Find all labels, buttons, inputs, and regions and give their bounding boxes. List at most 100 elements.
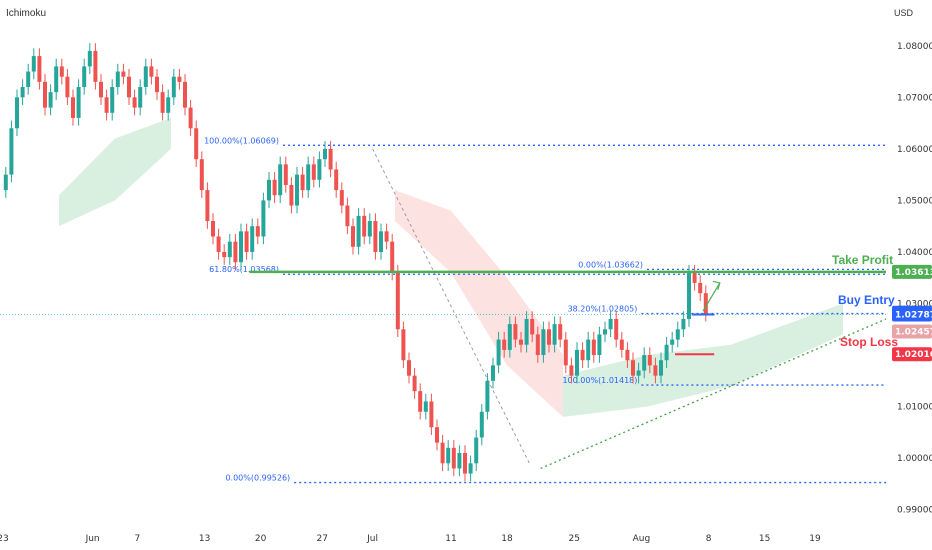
candle-body <box>608 318 613 330</box>
candle-body <box>502 339 507 350</box>
time-tick-label: 11 <box>445 534 456 544</box>
candle-body <box>149 66 154 77</box>
candle-body <box>65 76 70 98</box>
candle-body <box>451 447 456 469</box>
candle-body <box>283 164 288 185</box>
candle-body <box>524 318 529 345</box>
candle-body <box>563 339 568 366</box>
fibonacci-levels: 100.00%(1.06069) 61.80%(1.03568) 0.00%(0.9… <box>204 136 886 484</box>
candle-body <box>412 375 417 392</box>
candle-body <box>558 324 563 340</box>
price-tick-label: 1.07000 <box>897 93 932 103</box>
candle-body <box>675 329 680 340</box>
candle-body <box>250 226 255 252</box>
candle-body <box>440 442 445 464</box>
candle-body <box>446 447 451 464</box>
candle-body <box>183 81 187 108</box>
candle-body <box>631 360 635 376</box>
candle-body <box>323 148 327 160</box>
candle-body <box>272 179 277 196</box>
candle-body <box>20 87 25 98</box>
candle-body <box>267 179 271 201</box>
candle-body <box>379 231 383 252</box>
candle-body <box>395 272 400 330</box>
time-tick-label: 18 <box>501 534 513 544</box>
candle-body <box>233 241 238 263</box>
time-tick-label: 7 <box>135 534 141 544</box>
candlesticks <box>3 43 708 482</box>
candle-body <box>76 87 81 118</box>
time-tick-label: 8 <box>706 534 712 544</box>
candle-body <box>468 463 473 474</box>
candle-body <box>647 355 652 366</box>
fib-label: 38.20%(1.02805) <box>568 305 638 314</box>
candle-body <box>547 329 551 345</box>
buy-entry-tag <box>892 307 932 322</box>
candle-body <box>479 411 484 438</box>
time-tick-label: 19 <box>809 534 821 544</box>
candle-body <box>48 92 53 108</box>
take-profit-tag-text: 1.03613 <box>895 268 932 278</box>
candle-body <box>418 391 423 412</box>
candle-body <box>166 97 171 113</box>
candle-body <box>115 71 120 88</box>
candle-body <box>619 339 624 350</box>
candle-body <box>26 71 31 88</box>
candle-body <box>401 329 406 361</box>
candle-body <box>659 360 663 376</box>
candle-body <box>160 92 165 113</box>
candle-body <box>642 355 647 371</box>
time-tick-label: 27 <box>316 534 327 544</box>
candle-body <box>698 282 703 294</box>
price-axis: 1.08000 1.07000 1.06000 1.05000 1.04000 1.030… <box>892 42 932 516</box>
candle-body <box>636 370 641 376</box>
time-tick-label: Aug <box>633 534 651 544</box>
price-tick-label: 1.06000 <box>897 145 932 155</box>
candle-body <box>591 339 596 356</box>
candle-body <box>496 339 501 366</box>
candle-body <box>687 272 691 319</box>
candle-body <box>614 318 619 340</box>
time-tick-label: 13 <box>199 534 210 544</box>
candle-body <box>463 452 467 474</box>
candle-body <box>194 128 199 160</box>
candle-body <box>306 164 311 191</box>
fib-drawing-line <box>372 148 530 464</box>
candle-body <box>597 334 602 356</box>
candle-body <box>278 164 283 196</box>
candle-body <box>373 221 378 252</box>
take-profit-tag <box>892 264 932 279</box>
time-tick-label: 23 <box>0 534 9 544</box>
candle-body <box>681 318 686 330</box>
candle-body <box>43 81 47 108</box>
candle-body <box>407 360 411 376</box>
candle-body <box>138 87 143 108</box>
price-tick-label: 1.05000 <box>897 196 932 206</box>
stop-loss-tag-text: 1.02016 <box>895 350 932 360</box>
price-tick-label: 1.01000 <box>897 403 932 413</box>
candle-body <box>384 231 389 242</box>
candle-body <box>474 437 479 464</box>
candle-body <box>356 215 361 247</box>
fib-label: 0.00%(1.03662) <box>578 260 643 269</box>
fib-label: 61.80%(1.03568) <box>209 265 279 274</box>
candle-body <box>300 174 305 191</box>
candle-body <box>541 329 546 356</box>
buy-entry-label: Buy Entry <box>838 293 895 307</box>
candle-body <box>171 76 176 98</box>
candle-body <box>211 221 215 237</box>
candle-body <box>569 365 574 376</box>
candle-body <box>9 128 14 175</box>
arrow-head-icon <box>712 280 721 291</box>
fib-label: 100.00%(1.01418) <box>562 376 637 385</box>
price-tick-label: 1.03000 <box>897 300 932 310</box>
candle-body <box>457 452 462 469</box>
candle-body <box>222 251 227 258</box>
candle-body <box>99 81 103 98</box>
candle-body <box>3 174 8 191</box>
candle-body <box>328 148 333 170</box>
candle-body <box>586 339 591 361</box>
candle-body <box>37 56 42 82</box>
candle-body <box>216 236 221 252</box>
